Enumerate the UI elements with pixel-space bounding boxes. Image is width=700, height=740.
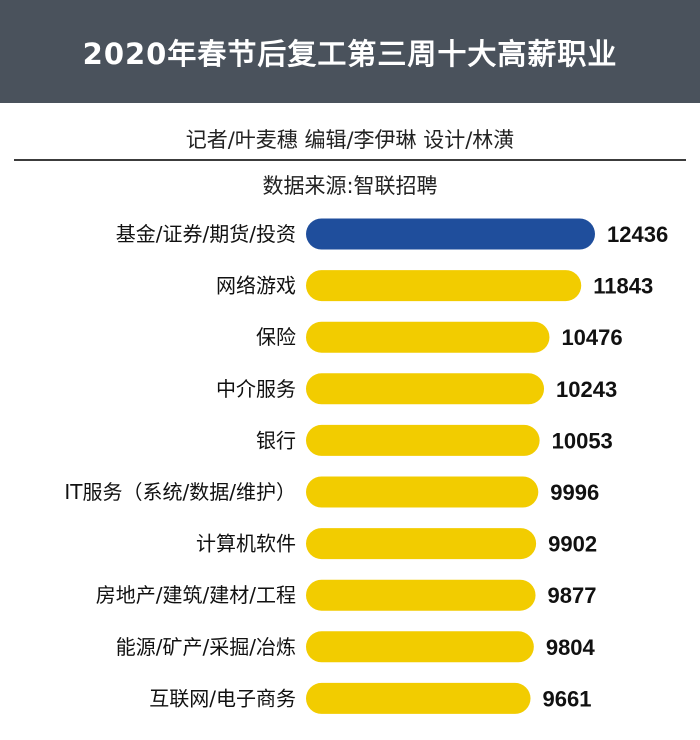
value-label: 10243	[556, 377, 617, 402]
value-label: 9804	[546, 635, 596, 660]
category-label: 中介服务	[216, 377, 296, 401]
value-label: 9996	[550, 480, 599, 505]
category-label: 计算机软件	[196, 532, 296, 556]
category-label: 房地产/建筑/建材/工程	[96, 583, 296, 607]
category-label: 银行	[256, 428, 296, 452]
bar-4	[306, 373, 545, 405]
value-label: 9902	[548, 532, 597, 557]
bar-2	[306, 270, 582, 302]
page-title: 2020年春节后复工第三周十大高薪职业	[82, 36, 618, 71]
bar-chart: 基金/证券/期货/投资 12436 网络游戏 11843 保险 10476 中介服务 1024…	[64, 218, 668, 714]
value-label: 9877	[548, 583, 597, 608]
divider	[14, 159, 686, 161]
category-label: 网络游戏	[216, 274, 296, 298]
bar-7	[306, 528, 537, 560]
category-label: 保险	[256, 325, 296, 349]
category-label: 能源/矿产/采掘/冶炼	[116, 635, 296, 659]
bar-5	[306, 424, 540, 456]
data-source: 数据来源:智联招聘	[262, 174, 438, 198]
header-banner: 2020年春节后复工第三周十大高薪职业	[0, 0, 700, 103]
bar-3	[306, 321, 550, 353]
value-label: 11843	[593, 274, 653, 299]
category-label: IT服务（系统/数据/维护）	[64, 480, 296, 504]
value-label: 10053	[552, 428, 613, 453]
category-label: 互联网/电子商务	[149, 686, 296, 710]
bar-9	[306, 631, 534, 663]
value-label: 12436	[607, 222, 668, 247]
category-label: 基金/证券/期货/投资	[116, 222, 296, 246]
bar-8	[306, 579, 536, 611]
credits-line: 记者/叶麦穗 编辑/李伊琳 设计/林潢	[185, 128, 515, 152]
bar-6	[306, 476, 539, 508]
bar-10	[306, 682, 531, 714]
bar-1	[306, 218, 595, 250]
value-label: 9661	[543, 686, 592, 711]
value-label: 10476	[561, 325, 622, 350]
